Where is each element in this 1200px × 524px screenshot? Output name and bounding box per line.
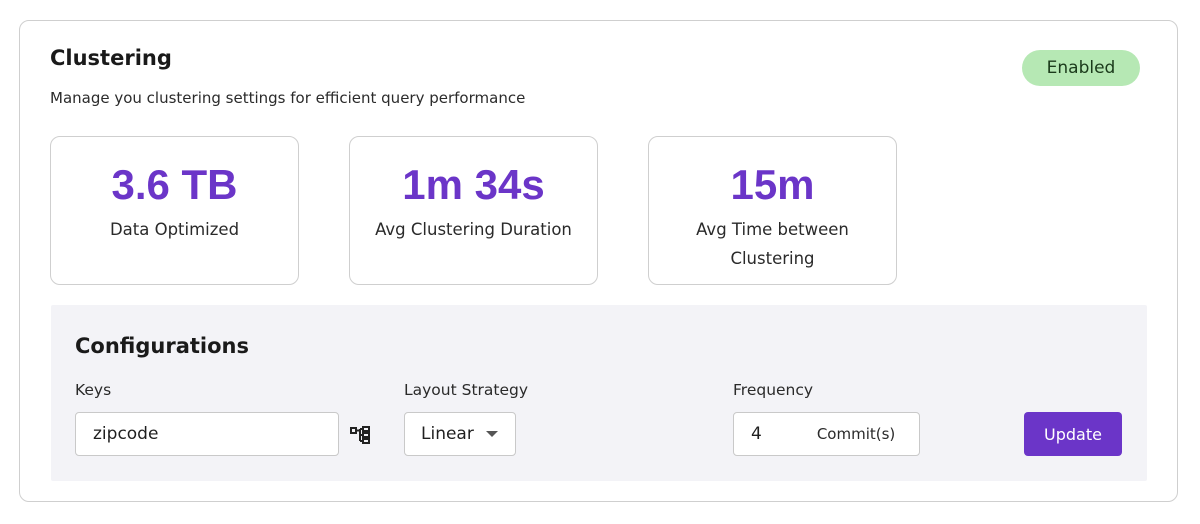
frequency-label: Frequency bbox=[733, 381, 814, 399]
keys-value: zipcode bbox=[93, 424, 159, 444]
configurations-panel: Configurations Keys zipcode Layout Strat… bbox=[51, 305, 1147, 481]
clustering-card: Clustering Manage you clustering setting… bbox=[19, 20, 1178, 502]
stat-label: Avg Time between Clustering bbox=[696, 220, 849, 268]
stat-card-data-optimized: 3.6 TB Data Optimized bbox=[50, 136, 299, 285]
stat-label: Data Optimized bbox=[109, 220, 240, 239]
stat-card-avg-time-between: 15m Avg Time between Clustering bbox=[648, 136, 897, 285]
card-subtitle: Manage you clustering settings for effic… bbox=[50, 89, 526, 107]
caret-down-icon bbox=[485, 431, 498, 437]
stat-value: 15m bbox=[730, 161, 815, 208]
update-button[interactable]: Update bbox=[1024, 412, 1122, 456]
card-title: Clustering bbox=[50, 46, 172, 70]
hierarchy-icon[interactable] bbox=[350, 424, 372, 446]
configurations-title: Configurations bbox=[75, 334, 249, 358]
frequency-input[interactable]: 4 Commit(s) bbox=[733, 412, 920, 456]
layout-strategy-select[interactable]: Linear bbox=[404, 412, 516, 456]
stat-card-avg-duration: 1m 34s Avg Clustering Duration bbox=[349, 136, 598, 285]
status-badge: Enabled bbox=[1022, 50, 1140, 86]
stat-label: Avg Clustering Duration bbox=[375, 220, 572, 239]
frequency-value: 4 bbox=[751, 424, 762, 444]
stat-value: 1m 34s bbox=[402, 161, 545, 208]
frequency-unit: Commit(s) bbox=[816, 425, 896, 443]
keys-input[interactable]: zipcode bbox=[75, 412, 339, 456]
layout-strategy-value: Linear bbox=[421, 424, 474, 444]
keys-label: Keys bbox=[75, 381, 112, 399]
layout-strategy-label: Layout Strategy bbox=[404, 381, 529, 399]
stat-value: 3.6 TB bbox=[111, 161, 238, 208]
